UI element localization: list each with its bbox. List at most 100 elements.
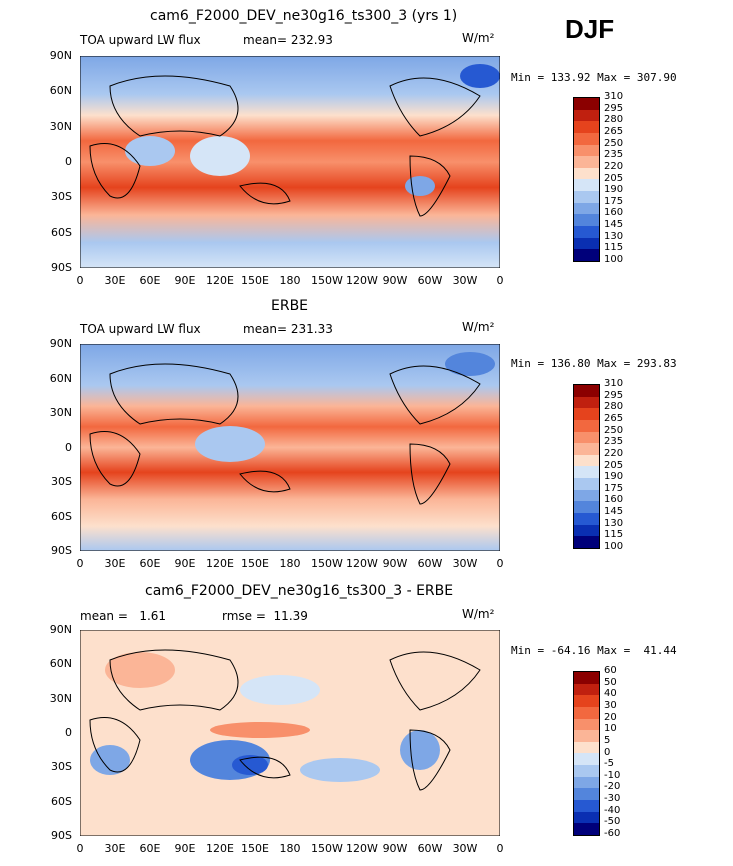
colorbar-swatch <box>574 811 599 824</box>
longitude-tick-label: 90E <box>174 842 196 855</box>
colorbar-swatch <box>574 443 599 455</box>
colorbar-swatch <box>574 419 599 432</box>
colorbar-level-label: 175 <box>604 195 624 207</box>
longitude-tick-label: 120E <box>206 842 234 855</box>
colorbar-swatch <box>574 695 599 707</box>
longitude-tick-label: 150W <box>311 557 343 570</box>
colorbar-swatch <box>574 121 599 133</box>
latitude-tick-label: 60N <box>49 84 72 98</box>
colorbar-level-label: 280 <box>604 401 624 413</box>
longitude-tick-label: 30E <box>104 274 126 287</box>
colorbar-swatch <box>574 156 599 168</box>
panel3-rmse-label: rmse = 11.39 <box>222 609 308 623</box>
panel1-minmax: Min = 133.92 Max = 307.90 <box>511 71 677 84</box>
longitude-tick-label: 180 <box>279 274 301 287</box>
colorbar-level-label: -40 <box>604 804 621 816</box>
colorbar-level-label: 0 <box>604 746 611 758</box>
latitude-tick-label: 30N <box>49 119 72 133</box>
longitude-tick-label: 120E <box>206 557 234 570</box>
colorbar-level-label: 310 <box>604 91 624 102</box>
latitude-tick-label: 30N <box>49 406 72 419</box>
panel2-title: ERBE <box>271 298 309 314</box>
longitude-tick-label: 150W <box>311 274 343 287</box>
colorbar-swatch <box>574 800 599 812</box>
latitude-tick-label: 0 <box>65 440 72 454</box>
panel2-mean-label: mean= 231.33 <box>243 322 333 336</box>
longitude-tick-label: 150E <box>241 842 269 855</box>
longitude-tick-label: 90W <box>382 274 408 287</box>
colorbar-level-label: 295 <box>604 389 624 401</box>
longitude-tick-label: 60E <box>139 557 161 570</box>
colorbar-level-label: 40 <box>604 688 617 700</box>
colorbar-swatch <box>574 776 599 789</box>
panel3-mean-label: mean = 1.61 <box>80 609 167 623</box>
panel3-colorbar <box>573 671 600 836</box>
panel2-variable-label: TOA upward LW flux <box>80 322 201 336</box>
panel2-minmax: Min = 136.80 Max = 293.83 <box>511 357 677 370</box>
longitude-tick-label: 120E <box>206 274 234 287</box>
longitude-tick-label: 120W <box>346 274 378 287</box>
colorbar-swatch <box>574 179 599 192</box>
colorbar-swatch <box>574 524 599 537</box>
panel1-units: W/m² <box>462 31 495 45</box>
longitude-tick-label: 180 <box>279 842 301 855</box>
colorbar-swatch <box>574 753 599 766</box>
colorbar-swatch <box>574 249 599 261</box>
panel1-mean-label: mean= 232.93 <box>243 33 333 47</box>
latitude-tick-label: 60N <box>49 371 72 385</box>
colorbar-level-label: -5 <box>604 758 614 770</box>
colorbar-level-label: 60 <box>604 665 617 676</box>
latitude-tick-label: 90S <box>51 829 72 842</box>
colorbar-swatch <box>574 454 599 467</box>
colorbar-level-label: 20 <box>604 711 617 723</box>
latitude-tick-label: 30S <box>51 190 72 204</box>
colorbar-swatch <box>574 788 599 801</box>
panel2-colorbar <box>573 384 600 549</box>
colorbar-swatch <box>574 396 599 409</box>
colorbar-swatch <box>574 132 599 145</box>
longitude-tick-label: 0 <box>76 842 84 855</box>
colorbar-swatch <box>574 823 599 835</box>
latitude-tick-label: 90N <box>49 623 72 636</box>
longitude-tick-label: 150E <box>241 274 269 287</box>
latitude-tick-label: 0 <box>65 155 72 168</box>
colorbar-swatch <box>574 730 599 742</box>
colorbar-level-label: 145 <box>604 506 624 518</box>
longitude-tick-label: 60W <box>417 557 443 570</box>
colorbar-swatch <box>574 226 599 238</box>
latitude-tick-label: 30S <box>51 475 72 488</box>
panel1-title: cam6_F2000_DEV_ne30g16_ts300_3 (yrs 1) <box>150 8 458 24</box>
longitude-tick-label: 90W <box>382 842 408 855</box>
colorbar-level-label: 175 <box>604 482 624 494</box>
colorbar-level-label: 100 <box>604 541 624 552</box>
colorbar-swatch <box>574 98 599 110</box>
colorbar-swatch <box>574 513 599 525</box>
longitude-tick-label: 90W <box>382 557 408 570</box>
latitude-tick-label: 30N <box>49 691 72 705</box>
panel3-units: W/m² <box>462 607 495 621</box>
colorbar-level-label: 190 <box>604 471 624 483</box>
colorbar-swatch <box>574 109 599 122</box>
colorbar-level-label: 250 <box>604 424 624 436</box>
latitude-tick-label: 60S <box>51 509 72 523</box>
latitude-tick-label: 60S <box>51 794 72 808</box>
colorbar-level-label: 235 <box>604 436 624 448</box>
longitude-tick-label: 30W <box>452 842 478 855</box>
colorbar-swatch <box>574 501 599 514</box>
panel2-map <box>80 344 500 551</box>
longitude-tick-label: 30W <box>452 274 478 287</box>
panel3-title: cam6_F2000_DEV_ne30g16_ts300_3 - ERBE <box>145 583 454 599</box>
colorbar-level-label: 100 <box>604 254 624 265</box>
latitude-tick-label: 0 <box>65 726 72 739</box>
colorbar-swatch <box>574 706 599 719</box>
longitude-tick-label: 0 <box>76 274 84 287</box>
colorbar-swatch <box>574 741 599 754</box>
colorbar-level-label: 145 <box>604 219 624 231</box>
colorbar-level-label: -20 <box>604 781 621 793</box>
longitude-tick-label: 30E <box>104 557 126 570</box>
colorbar-level-label: 130 <box>604 517 624 529</box>
colorbar-level-label: 265 <box>604 125 624 137</box>
colorbar-level-label: 205 <box>604 459 624 471</box>
latitude-tick-label: 90N <box>49 337 72 350</box>
colorbar-swatch <box>574 202 599 215</box>
